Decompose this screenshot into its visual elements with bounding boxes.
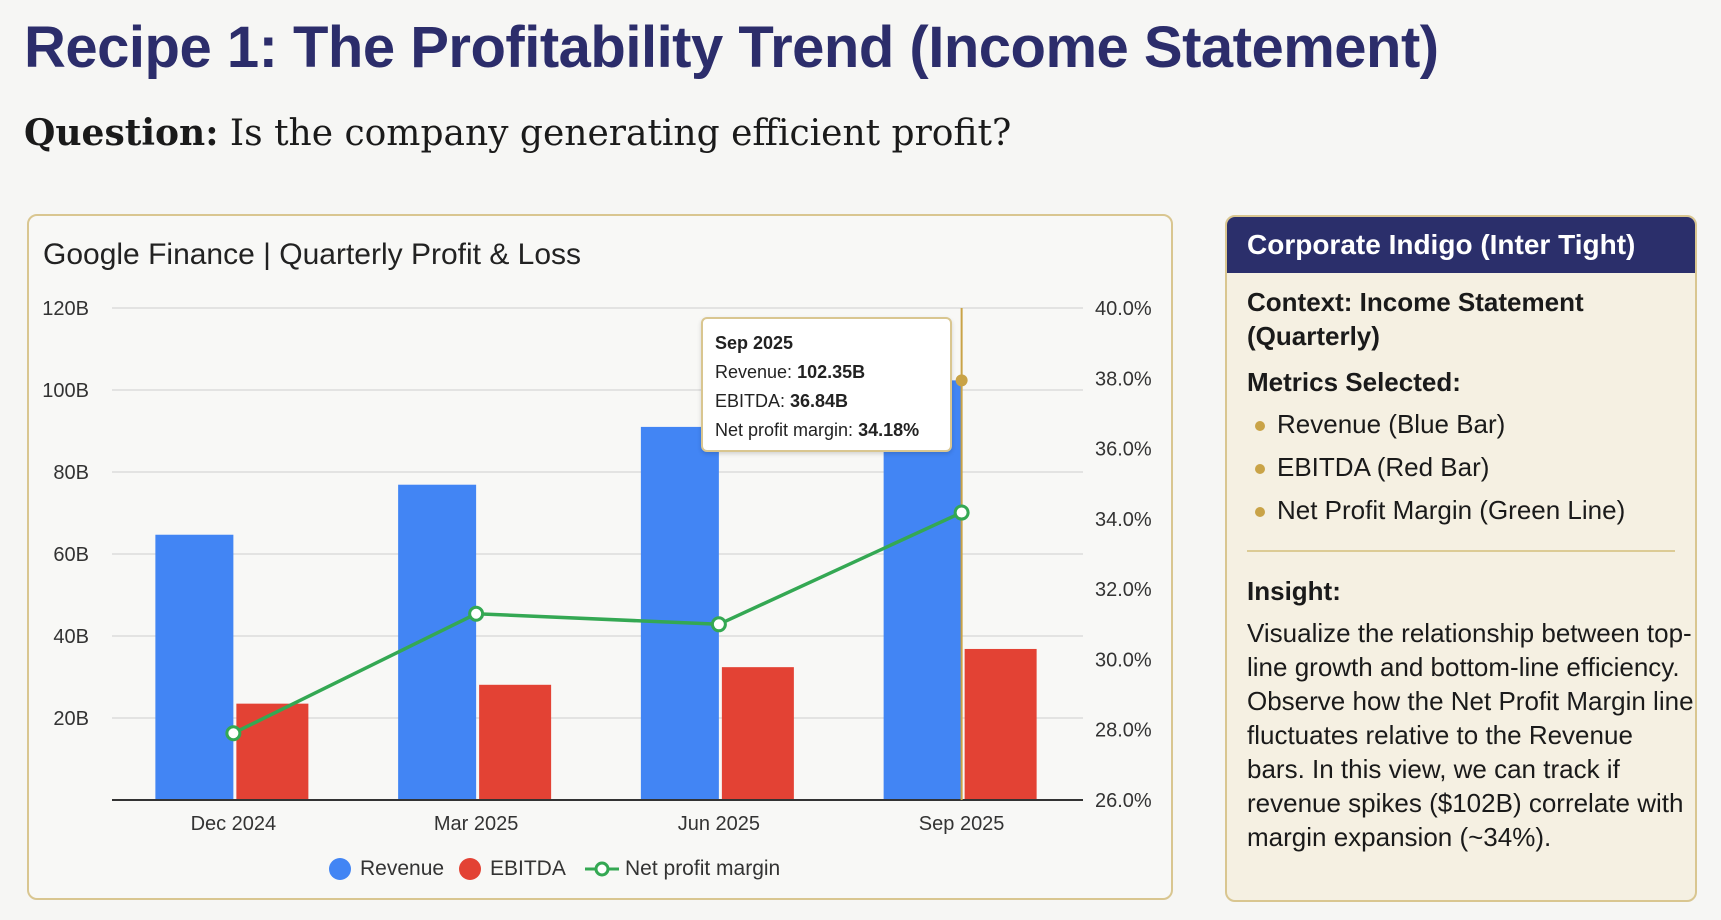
y-left-tick-label: 40B <box>53 626 89 648</box>
net-profit-margin-point <box>225 725 242 742</box>
divider <box>1247 550 1675 552</box>
tooltip-label: Revenue: <box>715 362 798 382</box>
net-profit-margin-point <box>953 504 970 521</box>
metrics-heading: Metrics Selected: <box>1247 367 1461 397</box>
revenue-bar <box>640 426 719 800</box>
tooltip-row-revenue: Revenue: 102.35B <box>715 358 938 387</box>
insight-text: Visualize the relationship between top-l… <box>1247 618 1694 852</box>
net-profit-margin-point <box>468 605 485 622</box>
x-tick-label: Sep 2025 <box>919 813 1005 835</box>
info-panel-header: Corporate Indigo (Inter Tight) <box>1227 217 1695 273</box>
context-text: Context: Income Statement (Quarterly) <box>1247 287 1584 351</box>
ebitda-bar <box>721 667 794 800</box>
combo-chart: 20B 40B 60B 80B 100B 120B 26.0% 28.0% 30.0% 32.0%… <box>42 298 1152 835</box>
margin-legend-line-icon <box>585 861 619 877</box>
legend-ebitda[interactable]: EBITDA <box>490 857 566 880</box>
y-right-tick-label: 32.0% <box>1095 579 1152 601</box>
legend-revenue[interactable]: Revenue <box>360 857 445 880</box>
legend-net-profit-margin[interactable]: Net profit margin <box>625 857 781 880</box>
y-right-tick-label: 36.0% <box>1095 439 1152 461</box>
net-profit-margin-line <box>232 510 963 735</box>
chart-tooltip: Sep 2025 Revenue: 102.35B EBITDA: 36.84B… <box>701 317 952 452</box>
y-left-tick-label: 100B <box>42 380 89 402</box>
tooltip-row-margin: Net profit margin: 34.18% <box>715 416 938 445</box>
revenue-legend-dot-icon <box>329 858 351 880</box>
ebitda-bar <box>236 703 309 800</box>
y-right-tick-label: 34.0% <box>1095 509 1152 531</box>
y-left-tick-label: 120B <box>42 298 89 320</box>
tooltip-title: Sep 2025 <box>715 333 794 353</box>
tooltip-value: 102.35B <box>797 362 866 382</box>
question: Question: Is the company generating effi… <box>24 112 1011 154</box>
tooltip-value: 36.84B <box>790 391 849 411</box>
revenue-bar <box>398 484 477 800</box>
ebitda-bar <box>964 648 1037 800</box>
y-right-tick-label: 30.0% <box>1095 649 1152 671</box>
insight-heading: Insight: <box>1247 576 1341 606</box>
metric-item: EBITDA (Red Bar) <box>1247 446 1675 489</box>
y-left-tick-label: 60B <box>53 544 89 566</box>
y-left-tick-label: 80B <box>53 462 89 484</box>
chart-title: Google Finance | Quarterly Profit & Loss <box>43 238 582 271</box>
y-right-tick-label: 26.0% <box>1095 790 1152 812</box>
question-label: Question: <box>24 112 219 154</box>
tooltip-label: EBITDA: <box>715 391 791 411</box>
ebitda-legend-dot-icon <box>459 858 481 880</box>
metric-item: Revenue (Blue Bar) <box>1247 403 1675 446</box>
x-tick-label: Mar 2025 <box>434 813 519 835</box>
y-left-tick-label: 20B <box>53 708 89 730</box>
tooltip-value: 34.18% <box>858 420 920 440</box>
tooltip-label: Net profit margin: <box>715 420 859 440</box>
metrics-list: Revenue (Blue Bar) EBITDA (Red Bar) Net … <box>1247 403 1675 532</box>
chart-legend: Revenue EBITDA Net profit margin <box>29 852 1171 886</box>
revenue-bar <box>155 534 234 800</box>
tooltip-row-ebitda: EBITDA: 36.84B <box>715 387 938 416</box>
y-right-tick-label: 38.0% <box>1095 368 1152 390</box>
x-tick-label: Dec 2024 <box>191 813 277 835</box>
y-right-tick-label: 28.0% <box>1095 720 1152 742</box>
hover-point <box>955 374 968 387</box>
net-profit-margin-point <box>710 616 727 633</box>
page-title: Recipe 1: The Profitability Trend (Incom… <box>24 15 1439 80</box>
x-tick-label: Jun 2025 <box>678 813 760 835</box>
metric-item: Net Profit Margin (Green Line) <box>1247 489 1675 532</box>
ebitda-bar <box>479 684 552 800</box>
chart-card: Google Finance | Quarterly Profit & Loss… <box>27 214 1173 900</box>
y-right-tick-label: 40.0% <box>1095 298 1152 320</box>
info-panel: Corporate Indigo (Inter Tight) Context: … <box>1225 215 1697 902</box>
question-text: Is the company generating efficient prof… <box>218 113 1012 154</box>
